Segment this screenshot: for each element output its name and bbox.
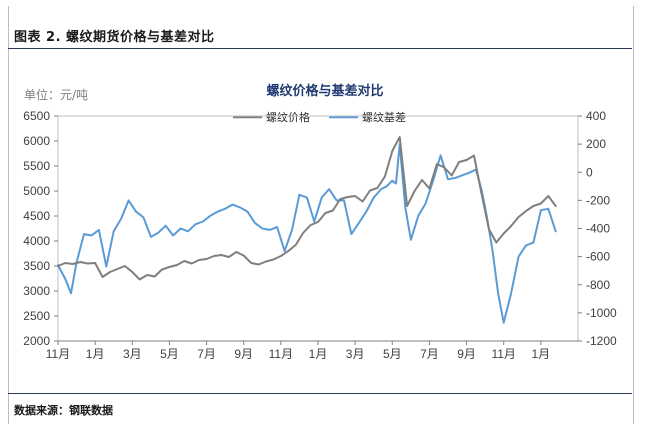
source-rule	[8, 393, 632, 394]
y-left-tick-label: 3500	[23, 259, 50, 273]
y-right-tick-label: 400	[586, 109, 606, 123]
y-left-tick-label: 6500	[23, 109, 50, 123]
x-tick-label: 11月	[269, 347, 293, 361]
figure-frame	[8, 6, 634, 424]
y-axis-right: -1200 -1000 -800 -600 -400 -200 0 200 400	[578, 109, 617, 348]
caption-rule	[8, 48, 632, 49]
x-axis: 11月 1月 3月 5月 7月 9月 11月 1月 3月 5月 7月 9月 11月 1月	[46, 340, 578, 361]
series-layer	[57, 136, 557, 324]
x-tick-label: 11月	[491, 347, 515, 361]
y-right-tick-label: -200	[586, 193, 610, 207]
legend-label-price: 螺纹价格	[266, 110, 310, 124]
x-tick-label: 3月	[123, 347, 142, 361]
legend-label-basis: 螺纹基差	[362, 110, 406, 124]
y-right-tick-label: 0	[586, 165, 593, 179]
chart-title: 螺纹价格与基差对比	[266, 83, 383, 99]
x-tick-label: 5月	[383, 347, 402, 361]
y-left-tick-label: 2000	[23, 334, 50, 348]
y-left-tick-label: 4500	[23, 209, 50, 223]
x-tick-label: 7月	[420, 347, 439, 361]
y-right-tick-label: -1200	[586, 334, 617, 348]
y-left-tick-label: 3000	[23, 284, 50, 298]
unit-label: 单位：元/吨	[24, 87, 88, 102]
price-series-line	[57, 136, 557, 281]
y-left-tick-label: 5500	[23, 159, 50, 173]
y-right-tick-label: -600	[586, 250, 610, 264]
y-right-tick-label: -800	[586, 278, 610, 292]
figure-caption: 图表 2. 螺纹期货价格与基差对比	[14, 30, 215, 45]
x-tick-label: 1月	[86, 347, 105, 361]
y-left-tick-label: 5000	[23, 184, 50, 198]
x-tick-label: 11月	[46, 347, 70, 361]
y-axis-left: 2000 2500 3000 3500 4000 4500 5000 5500 6000 6500	[23, 109, 58, 348]
y-right-tick-label: -1000	[586, 306, 617, 320]
x-tick-label: 9月	[457, 347, 476, 361]
legend: 螺纹价格 螺纹基差	[233, 110, 406, 124]
source-note: 数据来源：钢联数据	[14, 404, 113, 417]
y-right-tick-label: 200	[586, 137, 606, 151]
basis-series-line	[57, 143, 557, 324]
y-left-tick-label: 4000	[23, 234, 50, 248]
y-left-tick-label: 6000	[23, 134, 50, 148]
x-tick-label: 9月	[234, 347, 253, 361]
x-tick-label: 1月	[309, 347, 328, 361]
y-right-tick-label: -400	[586, 222, 610, 236]
x-tick-label: 3月	[346, 347, 365, 361]
x-tick-label: 7月	[197, 347, 216, 361]
y-left-tick-label: 2500	[23, 309, 50, 323]
x-tick-label: 5月	[160, 347, 179, 361]
x-tick-label: 1月	[532, 347, 551, 361]
